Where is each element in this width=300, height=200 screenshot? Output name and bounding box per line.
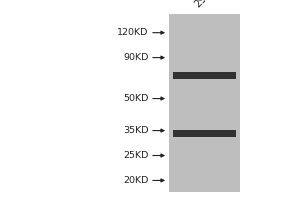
- Text: 293T: 293T: [193, 0, 218, 9]
- Text: 50KD: 50KD: [123, 94, 148, 103]
- FancyBboxPatch shape: [173, 130, 236, 137]
- Text: 120KD: 120KD: [117, 28, 148, 37]
- Text: 35KD: 35KD: [123, 126, 148, 135]
- FancyBboxPatch shape: [173, 72, 236, 79]
- Text: 25KD: 25KD: [123, 151, 148, 160]
- FancyBboxPatch shape: [169, 14, 240, 192]
- Text: 20KD: 20KD: [123, 176, 148, 185]
- Text: 90KD: 90KD: [123, 53, 148, 62]
